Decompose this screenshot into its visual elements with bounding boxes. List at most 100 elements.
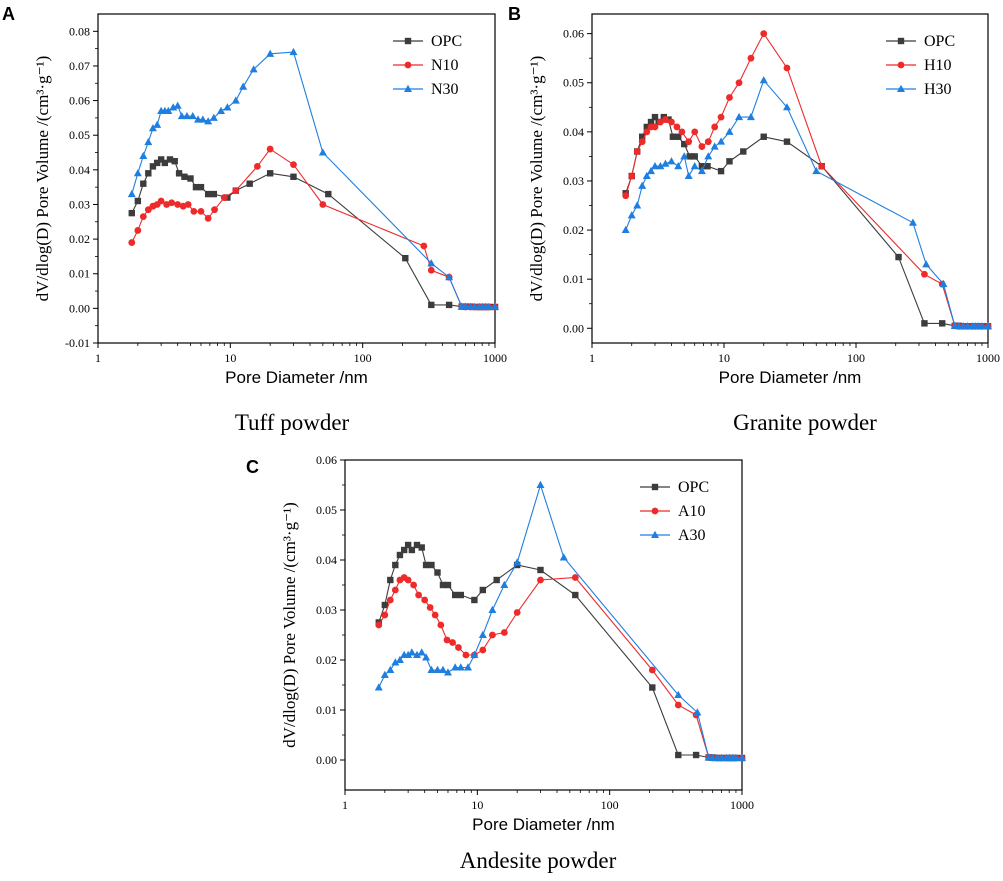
data-point-h30 — [661, 159, 670, 167]
data-point-n30 — [231, 96, 240, 104]
chart-panel-B: 1 10 100 1000 0.00 0.01 0.02 0.03 0.04 0.05 0.06 Po… — [508, 4, 1000, 435]
data-point-a10 — [449, 639, 456, 646]
data-point-h30 — [680, 152, 689, 160]
data-point-opc — [171, 157, 178, 165]
y-tick-label: 0.01 — [69, 267, 90, 281]
data-point-h30 — [939, 279, 948, 288]
data-point-a30 — [513, 558, 522, 566]
data-point-opc — [387, 576, 394, 584]
data-point-n10 — [204, 214, 212, 222]
data-point-a30 — [451, 663, 460, 671]
y-tick-label: 0.07 — [69, 59, 90, 73]
y-tick-label: 0.05 — [563, 76, 584, 90]
data-point-n30 — [153, 120, 162, 128]
data-point-opc — [686, 153, 693, 160]
data-point-n10 — [253, 162, 261, 170]
data-point-a30 — [374, 683, 383, 691]
data-point-h30 — [627, 211, 636, 219]
data-point-opc — [649, 684, 656, 691]
data-point-a30 — [386, 665, 395, 673]
data-point-h30 — [704, 152, 713, 160]
data-point-h10 — [921, 270, 928, 278]
data-point-h30 — [735, 112, 744, 121]
panel-caption: Tuff powder — [235, 410, 350, 435]
data-point-h30 — [984, 322, 992, 330]
data-point-n30 — [188, 111, 197, 120]
data-point-opc — [396, 551, 404, 559]
data-point-n30 — [198, 115, 207, 123]
data-point-n10 — [139, 213, 147, 220]
data-point-opc — [413, 541, 421, 549]
data-point-h30 — [667, 157, 676, 165]
legend-marker — [651, 483, 659, 491]
data-point-a10 — [391, 586, 399, 594]
data-point-opc — [479, 586, 487, 594]
data-point-n30 — [173, 101, 182, 109]
data-point-a10 — [381, 611, 389, 619]
data-point-opc — [444, 581, 452, 589]
data-point-a30 — [478, 630, 487, 638]
data-point-a30 — [456, 663, 465, 671]
data-point-a30 — [412, 650, 421, 658]
data-point-a30 — [443, 668, 452, 676]
data-point-opc — [400, 546, 408, 554]
data-point-opc — [422, 561, 430, 569]
y-tick-label: 0.08 — [69, 24, 90, 38]
y-tick-label: 0.01 — [563, 272, 584, 286]
data-point-a30 — [731, 753, 740, 761]
data-point-opc — [451, 591, 459, 599]
series-line-h10 — [625, 32, 988, 327]
data-point-a10 — [426, 604, 434, 611]
y-tick-label: 0.03 — [69, 197, 90, 211]
data-point-a10 — [674, 701, 682, 709]
x-tick-label: 1000 — [730, 798, 754, 812]
data-point-n10 — [184, 201, 192, 208]
data-point-n30 — [148, 124, 157, 132]
data-point-n10 — [211, 206, 218, 214]
data-point-a10 — [431, 611, 439, 619]
data-point-opc — [128, 209, 135, 217]
legend-marker — [897, 37, 905, 45]
data-point-n30 — [133, 169, 142, 177]
data-point-opc — [175, 170, 183, 177]
data-point-a10 — [571, 574, 579, 581]
plot-frame — [591, 13, 989, 344]
data-point-a30 — [427, 665, 436, 673]
data-point-a30 — [404, 650, 413, 658]
data-point-n10 — [420, 242, 428, 250]
data-point-n10 — [190, 208, 198, 215]
data-point-n10 — [220, 194, 228, 201]
data-point-n30 — [491, 302, 499, 310]
data-point-a10 — [500, 629, 508, 636]
data-point-a10 — [479, 646, 487, 654]
data-point-opc — [638, 133, 646, 140]
panel-letter: A — [2, 4, 15, 24]
legend-label: OPC — [431, 33, 462, 50]
data-point-h10 — [668, 118, 675, 126]
y-tick-label: 0.06 — [69, 94, 90, 108]
data-point-h30 — [977, 322, 986, 330]
x-axis-label: Pore Diameter /nm — [225, 368, 368, 387]
data-point-n30 — [239, 82, 248, 90]
series-line-a30 — [378, 483, 742, 759]
series-line-a10 — [378, 576, 742, 759]
plot-frame — [344, 459, 743, 791]
panel-letter: C — [246, 457, 259, 477]
data-point-a30 — [488, 605, 497, 613]
data-point-opc — [675, 751, 682, 759]
data-point-opc — [153, 159, 161, 167]
y-axis-label: dV/dlog(D) Pore Volume /(cm³·g⁻¹) — [527, 56, 546, 302]
data-point-opc — [921, 320, 928, 327]
data-point-a30 — [395, 655, 404, 663]
legend-label: A10 — [678, 503, 706, 520]
data-point-a30 — [438, 665, 447, 673]
data-point-opc — [192, 183, 200, 191]
data-point-h10 — [673, 123, 681, 131]
plot-frame — [97, 13, 496, 344]
data-point-n30 — [266, 49, 275, 57]
data-point-opc — [760, 133, 767, 140]
data-point-opc — [428, 301, 435, 309]
y-tick-label: 0.02 — [69, 232, 90, 246]
data-point-opc — [939, 320, 946, 327]
data-point-n30 — [144, 137, 153, 146]
